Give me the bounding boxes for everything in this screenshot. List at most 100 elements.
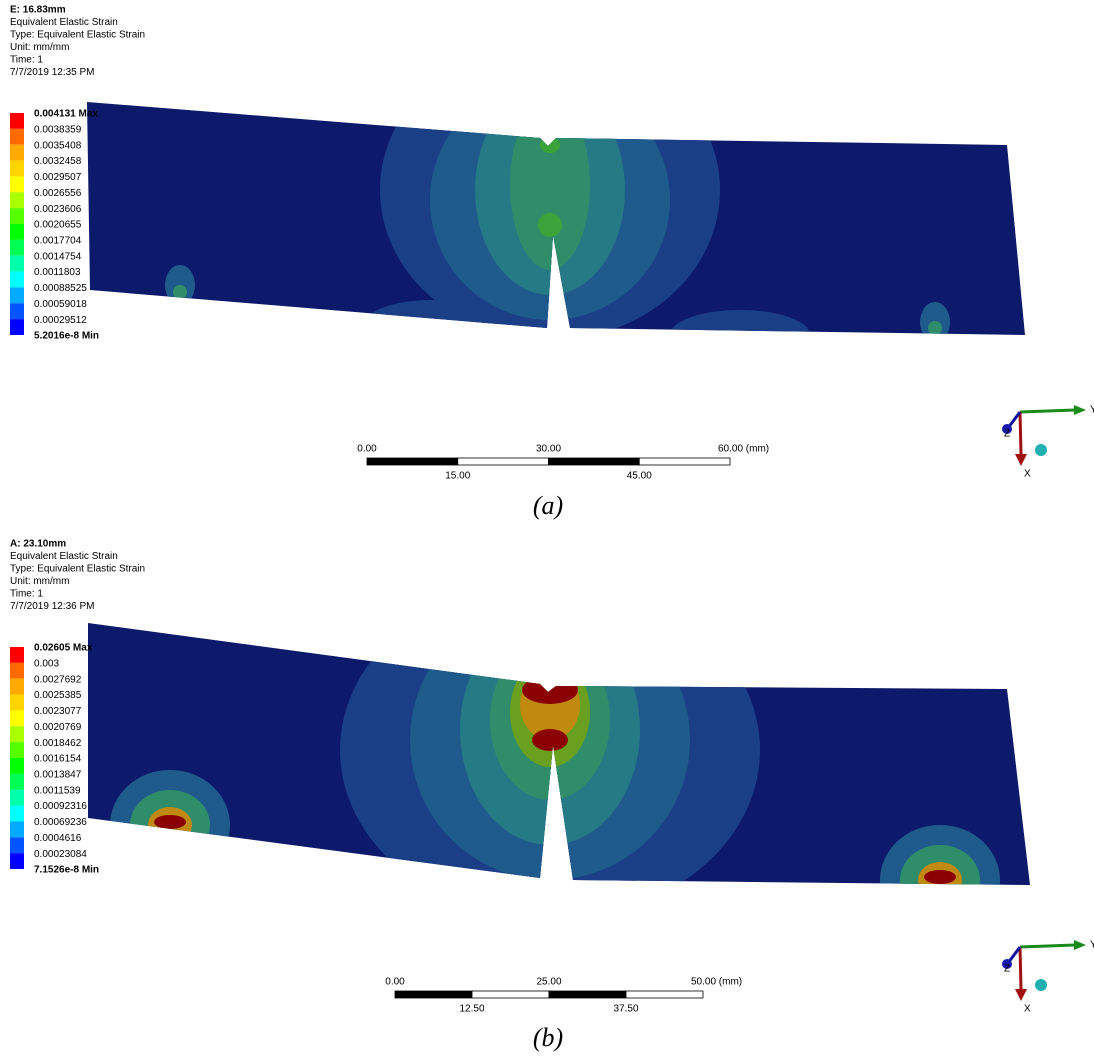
axis-x xyxy=(1020,947,1021,989)
legend-label: 0.00023084 xyxy=(34,849,87,860)
legend-swatch xyxy=(10,208,24,224)
legend-label: 0.0027692 xyxy=(34,674,82,685)
legend-swatch xyxy=(10,240,24,256)
scale-segment xyxy=(639,458,730,465)
model-a xyxy=(80,40,1040,360)
scale-segment xyxy=(395,991,472,998)
header-line: Equivalent Elastic Strain xyxy=(10,551,118,562)
legend-label: 0.0020655 xyxy=(34,220,82,231)
scale-segment xyxy=(458,458,549,465)
legend-label: 0.0011803 xyxy=(34,267,81,278)
axis-x xyxy=(1020,412,1021,454)
legend-swatch xyxy=(10,113,24,129)
caption: (a) xyxy=(533,491,563,520)
legend-label: 5.2016e-8 Min xyxy=(34,331,99,342)
caption: (b) xyxy=(533,1023,563,1052)
scale-label: 50.00 (mm) xyxy=(691,977,742,988)
scale-segment xyxy=(472,991,549,998)
legend-label: 0.02605 Max xyxy=(34,643,93,654)
scale-label: 60.00 (mm) xyxy=(718,444,769,455)
header-line: E: 16.83mm xyxy=(10,5,66,16)
scale-segment xyxy=(549,458,640,465)
header-line: 7/7/2019 12:35 PM xyxy=(10,67,95,78)
legend-swatch xyxy=(10,303,24,319)
scale-label: 30.00 xyxy=(536,444,561,455)
legend-swatch xyxy=(10,679,24,695)
legend-swatch xyxy=(10,176,24,192)
legend-swatch xyxy=(10,256,24,272)
legend-label: 7.1526e-8 Min xyxy=(34,865,99,876)
legend-label: 0.004131 Max xyxy=(34,109,98,120)
legend-label: 0.0013847 xyxy=(34,769,82,780)
legend-swatch xyxy=(10,821,24,837)
legend-swatch xyxy=(10,774,24,790)
legend-label: 0.0017704 xyxy=(34,235,82,246)
legend-label: 0.0035408 xyxy=(34,140,82,151)
header-line: Time: 1 xyxy=(10,55,43,66)
header-line: Type: Equivalent Elastic Strain xyxy=(10,30,145,41)
legend-swatch xyxy=(10,853,24,869)
axis-label: Y xyxy=(1090,940,1094,951)
axis-label: X xyxy=(1024,1004,1031,1015)
axis-y xyxy=(1020,945,1075,947)
header-line: Unit: mm/mm xyxy=(10,42,69,53)
scale-segment xyxy=(367,458,458,465)
legend-swatch xyxy=(10,790,24,806)
legend-swatch xyxy=(10,192,24,208)
legend-swatch xyxy=(10,224,24,240)
legend-label: 0.0029507 xyxy=(34,172,82,183)
header-line: Unit: mm/mm xyxy=(10,576,69,587)
legend-swatch xyxy=(10,129,24,145)
scale-segment xyxy=(626,991,703,998)
legend-swatch xyxy=(10,647,24,663)
legend-swatch xyxy=(10,287,24,303)
view-ball xyxy=(1035,444,1047,456)
legend-swatch xyxy=(10,319,24,335)
scale-label: 0.00 xyxy=(357,444,377,455)
figure: E: 16.83mmEquivalent Elastic StrainType:… xyxy=(0,0,1094,1058)
axis-label: Z xyxy=(1004,429,1010,440)
header-line: 7/7/2019 12:36 PM xyxy=(10,601,95,612)
legend-swatch xyxy=(10,710,24,726)
axis-label: Z xyxy=(1004,964,1010,975)
legend-label: 0.00029512 xyxy=(34,315,87,326)
legend-label: 0.00069236 xyxy=(34,817,87,828)
legend-label: 0.00059018 xyxy=(34,299,87,310)
arrow xyxy=(1015,454,1027,466)
arrow xyxy=(1015,989,1027,1001)
legend-label: 0.0023077 xyxy=(34,706,82,717)
legend-label: 0.0023606 xyxy=(34,204,82,215)
arrow xyxy=(1074,940,1086,950)
scale-label: 15.00 xyxy=(445,471,470,482)
scale-segment xyxy=(549,991,626,998)
legend-label: 0.0026556 xyxy=(34,188,82,199)
legend-label: 0.00092316 xyxy=(34,801,87,812)
legend-swatch xyxy=(10,837,24,853)
legend-swatch xyxy=(10,145,24,161)
legend-label: 0.0020769 xyxy=(34,722,82,733)
scale-label: 25.00 xyxy=(536,977,561,988)
axis-label: Y xyxy=(1090,405,1094,416)
legend-label: 0.0025385 xyxy=(34,690,82,701)
header-line: Equivalent Elastic Strain xyxy=(10,17,118,28)
axis-label: X xyxy=(1024,469,1031,480)
scale-label: 37.50 xyxy=(613,1004,638,1015)
legend-swatch xyxy=(10,758,24,774)
legend-label: 0.0016154 xyxy=(34,754,82,765)
legend-label: 0.00088525 xyxy=(34,283,87,294)
arrow xyxy=(1074,405,1086,415)
axis-y xyxy=(1020,410,1075,412)
legend-swatch xyxy=(10,663,24,679)
view-ball xyxy=(1035,979,1047,991)
scale-label: 12.50 xyxy=(459,1004,484,1015)
header-line: Time: 1 xyxy=(10,589,43,600)
legend-label: 0.0004616 xyxy=(34,833,82,844)
legend-swatch xyxy=(10,742,24,758)
model-b xyxy=(80,580,1040,935)
legend-swatch xyxy=(10,695,24,711)
legend-label: 0.0014754 xyxy=(34,251,82,262)
legend-label: 0.0018462 xyxy=(34,738,82,749)
legend-swatch xyxy=(10,726,24,742)
header-line: A: 23.10mm xyxy=(10,539,66,550)
legend-label: 0.003 xyxy=(34,658,59,669)
